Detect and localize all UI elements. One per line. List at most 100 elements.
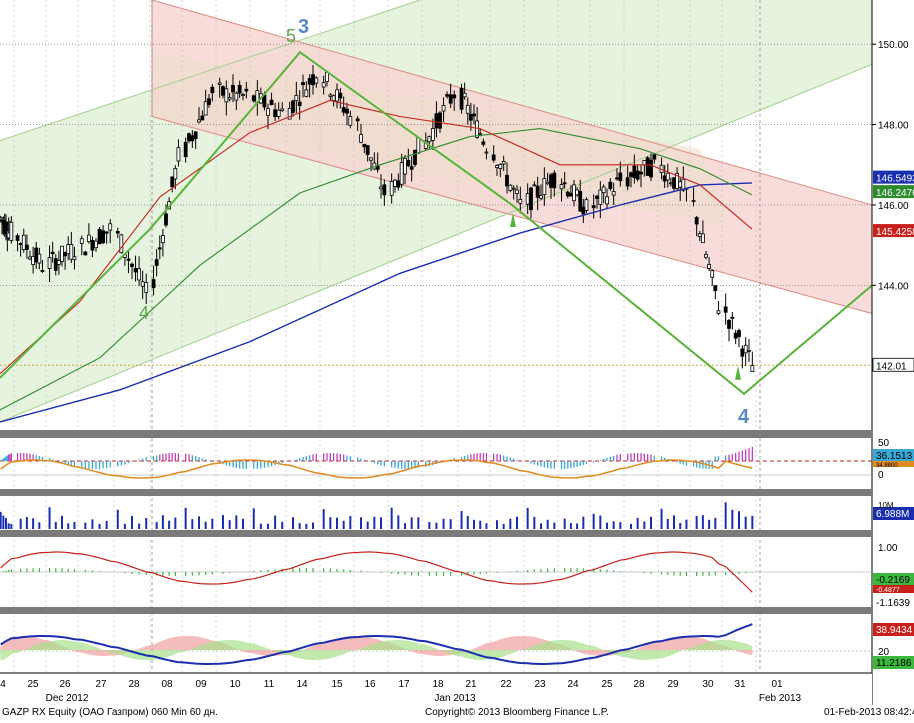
volume-panel [0,502,754,529]
candle-body [197,119,201,123]
volume-bar [679,523,682,529]
panel-separator [0,430,872,438]
candle-body [472,113,476,117]
candle-body [452,94,457,99]
volume-bar [496,520,498,529]
volume-bar [2,515,5,529]
candle-body [355,118,360,122]
candle-body [662,175,667,182]
candle-body [237,84,242,94]
volume-bar [349,516,352,529]
candle-body [409,166,414,170]
candle-body [578,190,583,212]
candle-body [0,217,3,220]
grid-layer [0,0,872,700]
price-tick-label: 146.00 [878,201,909,212]
x-tick-label: 09 [195,679,207,690]
volume-bar [695,515,698,529]
candle-body [345,108,349,114]
candle-body [697,233,702,237]
candle-body [525,193,530,205]
candle-body [743,344,748,354]
candle-layer [0,65,755,373]
price-tag-label: 145.4258 [876,227,914,238]
month-label: Feb 2013 [759,693,802,704]
candle-body [176,147,181,162]
candle-body [331,95,336,101]
x-tick-label: 24 [567,679,579,690]
wave-layer [0,50,873,396]
candle-body [307,77,312,85]
instrument-label: GAZP RX Equity (ОАО Газпром) 060 Min 60 … [2,707,218,718]
candle-body [575,189,580,196]
candle-body [750,365,755,373]
volume-bar [417,517,420,529]
volume-bar [61,515,63,529]
candle-body [518,198,523,204]
x-tick-label: 27 [95,679,107,690]
candle-body [595,195,599,199]
osc2-tag2-label: -0.4877 [876,587,900,594]
volume-bar [485,523,488,529]
candle-body [251,95,256,102]
buy-marker [510,212,516,228]
ma-red-line [0,99,753,375]
oscillator2-panel [0,551,872,593]
candle-body [56,260,61,265]
volume-bar [546,519,549,529]
candle-body [416,137,421,154]
volume-bar [145,517,148,529]
volume-bar [516,516,518,529]
volume-bar [606,522,608,529]
channel-layer [0,0,873,423]
candle-body [716,310,721,314]
candle-body [269,99,274,106]
x-tick-label: 28 [633,679,645,690]
volume-bar [259,523,262,529]
candle-body [678,181,683,188]
x-tick-label: 30 [702,679,714,690]
candle-body [529,187,533,211]
x-tick-label: 4 [0,679,6,690]
volume-bar [714,517,717,529]
candle-body [193,131,198,139]
candle-body [151,279,156,288]
price-tag [872,357,914,372]
price-tag-label: 142.01 [876,361,907,372]
volume-bar [582,516,585,529]
candle-body [462,92,467,98]
candle-body [338,92,343,99]
candle-body [478,133,483,136]
candle-body [359,134,363,143]
candle-body [396,180,401,188]
timestamp-label: 01-Feb-2013 08:42:40 [824,707,914,718]
volume-bar [366,521,369,529]
volume-bar [449,519,452,529]
volume-bar [442,518,445,529]
x-tick-label: 21 [465,679,477,690]
volume-bar [305,523,308,529]
volume-bar [397,515,400,529]
candle-body [227,97,232,100]
osc2-tick-label: 1.00 [878,543,898,554]
candle-body [287,107,292,120]
candle-body [568,192,573,197]
candle-body [217,82,222,85]
candle-body [608,181,613,190]
candle-body [542,178,547,196]
candle-body [727,319,731,329]
downtrend-channel-bottom [151,116,873,314]
candle-body [668,182,673,185]
volume-bar [744,516,747,529]
volume-bar [701,515,704,529]
candle-body [203,101,208,116]
candle-body [468,113,473,121]
volume-bar [7,523,10,529]
wave-label: 4 [139,303,149,323]
volume-bar [242,518,244,529]
osc2-tick-label2: -1.1639 [876,598,910,609]
volume-bar [428,522,431,529]
candle-body [335,89,339,102]
candle-body [505,174,509,187]
candle-body [183,141,188,158]
